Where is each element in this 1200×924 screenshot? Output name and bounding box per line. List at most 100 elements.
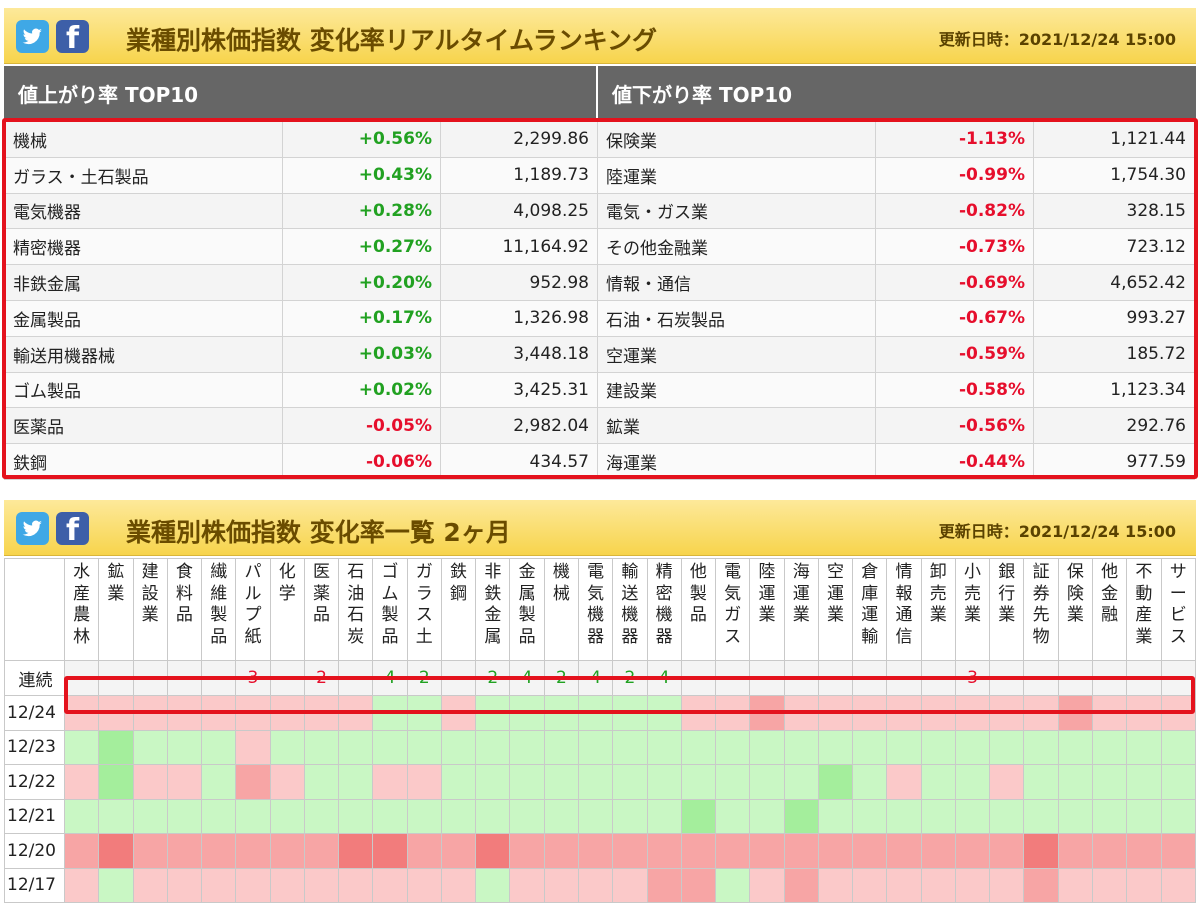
- twitter-icon[interactable]: [16, 20, 49, 53]
- heatmap-cell[interactable]: [509, 764, 545, 800]
- heatmap-cell[interactable]: [749, 867, 785, 903]
- heatmap-cell[interactable]: [1057, 867, 1093, 903]
- heatmap-cell[interactable]: [954, 867, 991, 903]
- heatmap-cell[interactable]: [1160, 695, 1196, 731]
- heatmap-cell[interactable]: [646, 764, 682, 800]
- heatmap-cell[interactable]: [406, 798, 442, 834]
- heatmap-cell[interactable]: [612, 695, 648, 731]
- heatmap-cell[interactable]: [132, 764, 168, 800]
- heatmap-cell[interactable]: [406, 764, 442, 800]
- heatmap-cell[interactable]: [269, 867, 305, 903]
- heatmap-cell[interactable]: [166, 695, 203, 731]
- heatmap-cell[interactable]: [201, 764, 237, 800]
- heatmap-cell[interactable]: [372, 867, 408, 903]
- heatmap-cell[interactable]: [920, 764, 956, 800]
- heatmap-cell[interactable]: [509, 798, 545, 834]
- heatmap-cell[interactable]: [989, 867, 1025, 903]
- heatmap-cell[interactable]: [646, 695, 682, 731]
- heatmap-cell[interactable]: [817, 798, 854, 834]
- heatmap-cell[interactable]: [954, 729, 991, 765]
- heatmap-cell[interactable]: [852, 833, 888, 869]
- heatmap-cell[interactable]: [989, 729, 1025, 765]
- heatmap-cell[interactable]: [1126, 867, 1162, 903]
- heatmap-cell[interactable]: [406, 729, 442, 765]
- heatmap-cell[interactable]: [920, 695, 956, 731]
- heatmap-cell[interactable]: [1160, 833, 1196, 869]
- heatmap-cell[interactable]: [1057, 833, 1093, 869]
- heatmap-cell[interactable]: [440, 867, 477, 903]
- heatmap-cell[interactable]: [646, 729, 682, 765]
- heatmap-cell[interactable]: [954, 764, 991, 800]
- heatmap-cell[interactable]: [235, 729, 271, 765]
- heatmap-cell[interactable]: [749, 798, 785, 834]
- heatmap-cell[interactable]: [303, 764, 340, 800]
- heatmap-cell[interactable]: [646, 867, 682, 903]
- heatmap-cell[interactable]: [783, 764, 819, 800]
- heatmap-cell[interactable]: [1091, 764, 1128, 800]
- heatmap-cell[interactable]: [269, 833, 305, 869]
- heatmap-cell[interactable]: [852, 764, 888, 800]
- heatmap-cell[interactable]: [715, 798, 751, 834]
- heatmap-cell[interactable]: [1057, 764, 1093, 800]
- heatmap-cell[interactable]: [543, 729, 579, 765]
- heatmap-cell[interactable]: [543, 798, 579, 834]
- heatmap-cell[interactable]: [440, 695, 477, 731]
- heatmap-cell[interactable]: [989, 833, 1025, 869]
- heatmap-cell[interactable]: [1091, 798, 1128, 834]
- heatmap-cell[interactable]: [372, 764, 408, 800]
- heatmap-cell[interactable]: [680, 695, 717, 731]
- heatmap-cell[interactable]: [920, 729, 956, 765]
- heatmap-cell[interactable]: [817, 729, 854, 765]
- heatmap-cell[interactable]: [509, 833, 545, 869]
- heatmap-cell[interactable]: [577, 764, 614, 800]
- heatmap-cell[interactable]: [98, 867, 134, 903]
- heatmap-cell[interactable]: [372, 833, 408, 869]
- heatmap-cell[interactable]: [166, 833, 203, 869]
- heatmap-cell[interactable]: [269, 729, 305, 765]
- heatmap-cell[interactable]: [98, 833, 134, 869]
- heatmap-cell[interactable]: [1057, 798, 1093, 834]
- heatmap-cell[interactable]: [543, 764, 579, 800]
- heatmap-cell[interactable]: [646, 798, 682, 834]
- heatmap-cell[interactable]: [989, 764, 1025, 800]
- heatmap-cell[interactable]: [1126, 695, 1162, 731]
- heatmap-cell[interactable]: [543, 867, 579, 903]
- heatmap-cell[interactable]: [98, 729, 134, 765]
- heatmap-cell[interactable]: [406, 695, 442, 731]
- heatmap-cell[interactable]: [886, 695, 922, 731]
- heatmap-cell[interactable]: [817, 867, 854, 903]
- heatmap-cell[interactable]: [509, 695, 545, 731]
- heatmap-cell[interactable]: [235, 798, 271, 834]
- heatmap-cell[interactable]: [680, 833, 717, 869]
- heatmap-cell[interactable]: [886, 764, 922, 800]
- heatmap-cell[interactable]: [201, 695, 237, 731]
- heatmap-cell[interactable]: [886, 798, 922, 834]
- heatmap-cell[interactable]: [303, 695, 340, 731]
- heatmap-cell[interactable]: [166, 867, 203, 903]
- heatmap-cell[interactable]: [1057, 729, 1093, 765]
- heatmap-cell[interactable]: [1126, 729, 1162, 765]
- heatmap-cell[interactable]: [440, 798, 477, 834]
- heatmap-cell[interactable]: [680, 867, 717, 903]
- heatmap-cell[interactable]: [235, 695, 271, 731]
- heatmap-cell[interactable]: [440, 729, 477, 765]
- heatmap-cell[interactable]: [269, 764, 305, 800]
- heatmap-cell[interactable]: [338, 798, 374, 834]
- heatmap-cell[interactable]: [989, 798, 1025, 834]
- heatmap-cell[interactable]: [132, 729, 168, 765]
- heatmap-cell[interactable]: [63, 833, 100, 869]
- heatmap-cell[interactable]: [680, 764, 717, 800]
- heatmap-cell[interactable]: [783, 833, 819, 869]
- heatmap-cell[interactable]: [954, 695, 991, 731]
- heatmap-cell[interactable]: [612, 867, 648, 903]
- heatmap-cell[interactable]: [63, 695, 100, 731]
- heatmap-cell[interactable]: [338, 695, 374, 731]
- heatmap-cell[interactable]: [98, 695, 134, 731]
- heatmap-cell[interactable]: [440, 764, 477, 800]
- heatmap-cell[interactable]: [201, 833, 237, 869]
- heatmap-cell[interactable]: [406, 867, 442, 903]
- heatmap-cell[interactable]: [132, 798, 168, 834]
- heatmap-cell[interactable]: [715, 695, 751, 731]
- heatmap-cell[interactable]: [303, 867, 340, 903]
- heatmap-cell[interactable]: [338, 867, 374, 903]
